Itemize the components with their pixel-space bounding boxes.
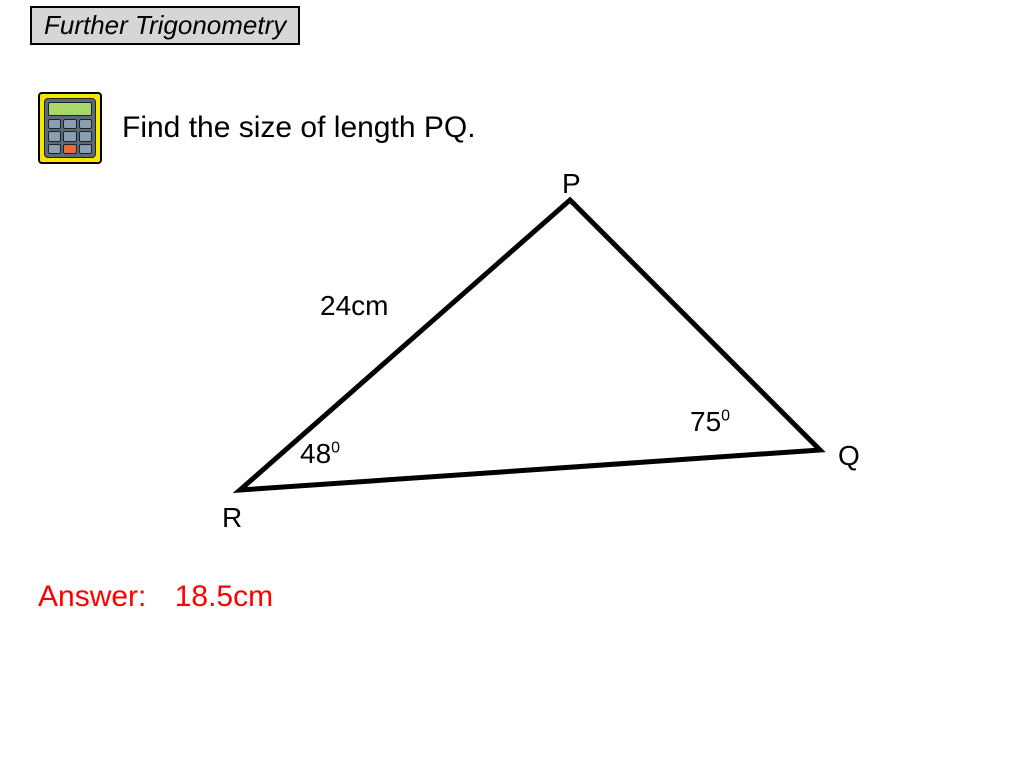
- answer-line: Answer: 18.5cm: [38, 580, 273, 614]
- calculator-key: [79, 119, 92, 129]
- calculator-icon: [38, 92, 102, 164]
- calculator-key: [79, 144, 92, 154]
- calculator-key: [63, 131, 76, 141]
- vertex-label-r: R: [222, 502, 242, 534]
- triangle-diagram: PQR24cm480750: [200, 170, 850, 530]
- calculator-key: [48, 144, 61, 154]
- calculator-key: [48, 119, 61, 129]
- vertex-label-q: Q: [838, 440, 860, 472]
- triangle-svg: [200, 170, 850, 530]
- calculator-screen: [48, 102, 92, 116]
- calculator-key: [79, 131, 92, 141]
- calculator-keys: [48, 119, 92, 154]
- page-title: Further Trigonometry: [44, 10, 286, 40]
- calculator-key-accent: [63, 144, 76, 154]
- calculator-body: [44, 98, 96, 158]
- angle-label-r: 480: [300, 438, 340, 470]
- vertex-label-p: P: [562, 168, 581, 200]
- question-text: Find the size of length PQ.: [122, 111, 476, 145]
- answer-value: 18.5cm: [175, 580, 273, 613]
- answer-label: Answer:: [38, 580, 146, 613]
- edge-label-rp: 24cm: [320, 290, 388, 322]
- calculator-key: [48, 131, 61, 141]
- angle-label-q: 750: [690, 406, 730, 438]
- calculator-key: [63, 119, 76, 129]
- title-box: Further Trigonometry: [30, 6, 300, 45]
- question-row: Find the size of length PQ.: [38, 92, 476, 164]
